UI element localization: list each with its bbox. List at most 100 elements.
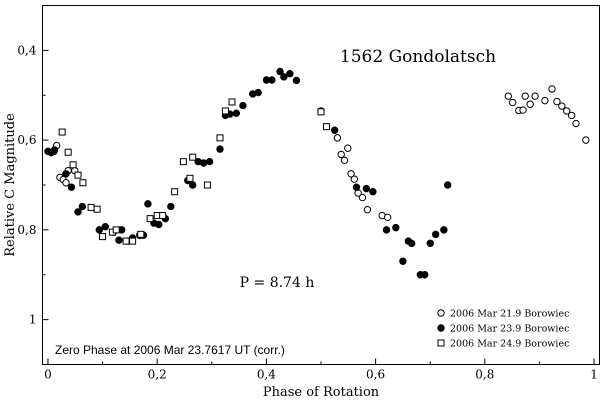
legend-label: 2006 Mar 23.9 Borowiec [450,324,569,335]
data-point-open-square [189,153,197,161]
data-point-open-square [203,181,211,189]
data-points [44,67,590,279]
legend-entry: 2006 Mar 23.9 Borowiec [437,324,569,335]
data-point-filled-circle [399,257,407,265]
data-point-filled-circle [280,73,288,81]
series-open-circle [50,85,590,222]
data-point-filled-circle [67,183,76,191]
data-point-open-square [322,123,330,131]
data-point-filled-circle [407,239,416,248]
data-point-filled-circle [188,181,197,189]
data-point-open-square [186,174,194,182]
y-tick-label: 0,6 [17,133,36,147]
data-point-filled-circle [50,146,59,154]
legend-entry: 2006 Mar 21.9 Borowiec [437,309,569,320]
data-point-open-circle [62,179,70,187]
data-point-filled-circle [115,236,123,244]
data-point-filled-circle [205,157,214,166]
data-point-filled-circle [369,188,377,196]
data-point-filled-circle [426,239,434,248]
data-point-open-square [216,134,224,142]
data-point-open-circle [531,92,539,100]
data-point-open-square [221,107,229,115]
data-point-open-square [146,215,154,223]
data-point-filled-circle [199,159,208,167]
y-tick-label: 0,8 [17,223,36,237]
data-point-open-square [228,98,236,106]
data-point-open-circle [347,170,355,178]
data-point-open-circle [519,106,527,114]
y-axis-label: Relative C Magnitude [3,113,18,257]
data-point-open-square [58,128,66,136]
data-point-filled-circle [101,223,109,231]
data-point-open-circle [344,144,352,152]
data-point-filled-circle [382,226,391,234]
data-point-filled-circle [239,101,247,110]
data-point-open-square [93,205,101,213]
series-filled-circle [44,67,452,279]
data-point-open-square [137,230,145,238]
data-point-open-circle [548,85,556,93]
y-tick-label: 1 [29,313,37,327]
axis-ticks: 0 0,2 0,4 0,6 0,8 1 0,4 0,6 0,8 1 [17,43,597,381]
x-tick-label: 0,8 [475,368,494,382]
data-point-filled-circle [74,208,82,216]
chart-title: 1562 Gondolatsch [340,47,496,67]
data-point-open-circle [553,97,561,106]
data-point-filled-circle [254,88,262,97]
data-point-filled-circle [268,76,276,84]
data-point-open-circle [567,111,576,120]
x-tick-label: 0,2 [148,368,167,382]
data-point-open-square [74,171,82,179]
data-point-filled-circle [62,170,70,178]
data-point-filled-circle [95,226,103,234]
data-point-open-square [99,233,107,241]
data-point-open-square [179,158,187,166]
data-point-filled-circle [421,271,429,279]
data-point-open-circle [340,156,349,165]
data-point-open-circle [521,92,529,100]
data-point-filled-circle [431,230,440,239]
data-point-open-square [64,148,72,156]
data-point-open-circle [541,96,549,105]
data-point-open-square [69,161,77,169]
data-point-open-square [122,237,130,245]
data-point-filled-circle [78,202,87,211]
data-point-open-circle [333,134,342,142]
series-open-square [58,98,330,245]
data-point-open-square [79,179,87,187]
data-point-filled-circle [292,76,301,85]
data-point-filled-circle [232,109,241,117]
legend-label: 2006 Mar 21.9 Borowiec [450,309,569,320]
legend: 2006 Mar 21.9 Borowiec 2006 Mar 23.9 Bor… [437,309,569,350]
data-point-open-circle [383,213,392,222]
data-point-open-square [129,237,137,245]
data-point-open-square [87,203,95,211]
x-tick-label: 0 [44,368,52,382]
data-point-filled-circle [216,145,224,153]
data-point-filled-circle [286,70,294,78]
data-point-filled-circle [144,200,152,208]
data-point-open-circle [563,107,571,115]
data-point-open-square [317,108,325,116]
period-annotation: P = 8.74 h [240,275,315,291]
data-point-open-circle [558,102,566,110]
data-point-filled-circle [155,220,163,229]
data-point-open-circle [350,175,359,183]
legend-marker-filled-circle [437,324,445,332]
x-tick-label: 0,4 [257,368,276,382]
y-tick-label: 0,4 [17,43,36,57]
data-point-open-circle [363,205,372,214]
data-point-filled-circle [362,184,371,193]
data-point-filled-circle [352,183,361,191]
data-point-open-circle [504,92,513,100]
data-point-open-circle [508,98,517,107]
data-point-filled-circle [392,223,400,232]
legend-label: 2006 Mar 24.9 Borowiec [450,339,569,350]
data-point-filled-circle [167,202,175,211]
data-point-open-square [171,188,179,196]
data-point-filled-circle [443,181,452,189]
x-axis-label: Phase of Rotation [263,385,380,400]
data-point-filled-circle [276,67,284,76]
